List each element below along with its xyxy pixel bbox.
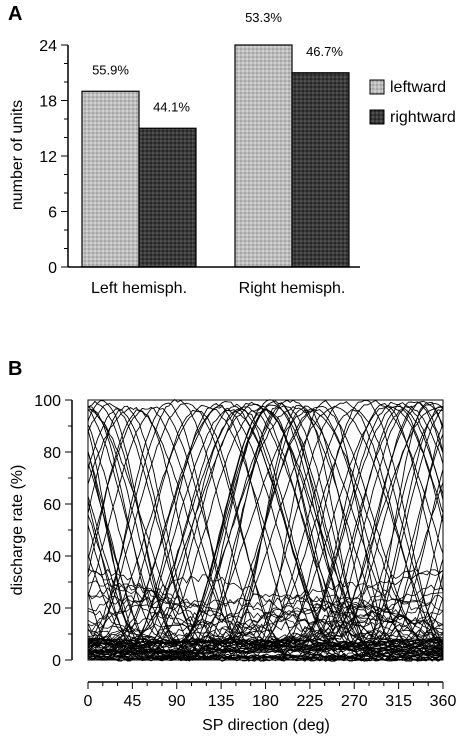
plot-frame-b bbox=[87, 399, 444, 661]
x-tick-label-b: 225 bbox=[297, 693, 324, 710]
tuning-curve-low bbox=[88, 568, 443, 652]
x-tick-label-b: 45 bbox=[123, 693, 141, 710]
y-tick-label-a: 6 bbox=[48, 205, 57, 222]
x-category-label-a: Left hemisph. bbox=[91, 280, 187, 297]
tuning-curve bbox=[88, 404, 443, 646]
x-category-label-a: Right hemisph. bbox=[239, 280, 346, 297]
bar-rightward-0 bbox=[138, 127, 197, 268]
bar-data-label: 55.9% bbox=[92, 62, 129, 77]
x-tick-label-b: 135 bbox=[208, 693, 235, 710]
bar-data-label: 44.1% bbox=[153, 99, 190, 114]
tuning-curve-low bbox=[88, 568, 443, 652]
y-tick-label-b: 20 bbox=[43, 601, 61, 618]
x-axis-label-b: SP direction (deg) bbox=[202, 717, 330, 734]
tuning-curve-low bbox=[88, 574, 443, 653]
legend-label-rightward: rightward bbox=[390, 109, 456, 126]
tuning-curve-low bbox=[88, 592, 443, 649]
tuning-curve bbox=[88, 403, 443, 642]
tuning-curve-low bbox=[88, 600, 443, 657]
y-tick-label-b: 80 bbox=[43, 445, 61, 462]
x-tick-label-b: 360 bbox=[430, 693, 457, 710]
y-tick-label-b: 40 bbox=[43, 549, 61, 566]
bar-data-label: 46.7% bbox=[306, 44, 343, 59]
tuning-curve-low bbox=[88, 599, 443, 660]
tuning-curve bbox=[88, 406, 443, 658]
tuning-curve-low bbox=[88, 580, 443, 652]
tuning-curve-low bbox=[88, 593, 443, 650]
tuning-curve bbox=[88, 409, 443, 659]
legend-swatch-rightward bbox=[369, 109, 385, 125]
tuning-curve bbox=[88, 405, 443, 653]
bar-leftward-1 bbox=[234, 44, 293, 268]
line-chart-tuning-curves: B 0 20 40 60 80 100 0 45 90 135 180 225 270 315 360 di… bbox=[8, 358, 457, 734]
tuning-curve-low bbox=[88, 581, 443, 660]
bar-data-label: 53.3% bbox=[245, 10, 282, 25]
x-tick-label-b: 270 bbox=[341, 693, 368, 710]
x-tick-label-b: 0 bbox=[84, 693, 93, 710]
y-tick-label-b: 0 bbox=[52, 653, 61, 670]
y-tick-label-a: 0 bbox=[48, 260, 57, 277]
panel-label-b: B bbox=[8, 358, 22, 380]
y-tick-label-a: 24 bbox=[39, 38, 57, 55]
tuning-curve-low bbox=[88, 615, 443, 652]
tuning-curve-low bbox=[88, 604, 443, 651]
legend-label-leftward: leftward bbox=[390, 79, 446, 96]
x-tick-label-b: 180 bbox=[252, 693, 279, 710]
y-tick-label-a: 12 bbox=[39, 149, 57, 166]
legend-swatch-leftward bbox=[369, 79, 385, 95]
y-axis-label-b: discharge rate (%) bbox=[9, 465, 26, 596]
y-axis-label-a: number of units bbox=[9, 100, 26, 210]
tuning-curve bbox=[88, 401, 443, 655]
y-tick-label-b: 100 bbox=[34, 393, 61, 410]
bar-chart-hemispheres: A 55.9% 44.1% Left hemisph. 53.3% 46.7% Right… bbox=[8, 3, 456, 297]
panel-label-a: A bbox=[8, 3, 22, 25]
bar-leftward-0 bbox=[81, 90, 140, 268]
tuning-curve bbox=[88, 409, 443, 653]
x-tick-label-b: 90 bbox=[168, 693, 186, 710]
tuning-curve-low bbox=[88, 611, 443, 654]
x-tick-label-b: 315 bbox=[385, 693, 412, 710]
tuning-curve bbox=[88, 405, 443, 662]
tuning-curve-low bbox=[88, 595, 443, 647]
tuning-curve bbox=[88, 402, 443, 660]
y-tick-label-b: 60 bbox=[43, 497, 61, 514]
bar-rightward-1 bbox=[291, 72, 350, 268]
y-tick-label-a: 18 bbox=[39, 94, 57, 111]
